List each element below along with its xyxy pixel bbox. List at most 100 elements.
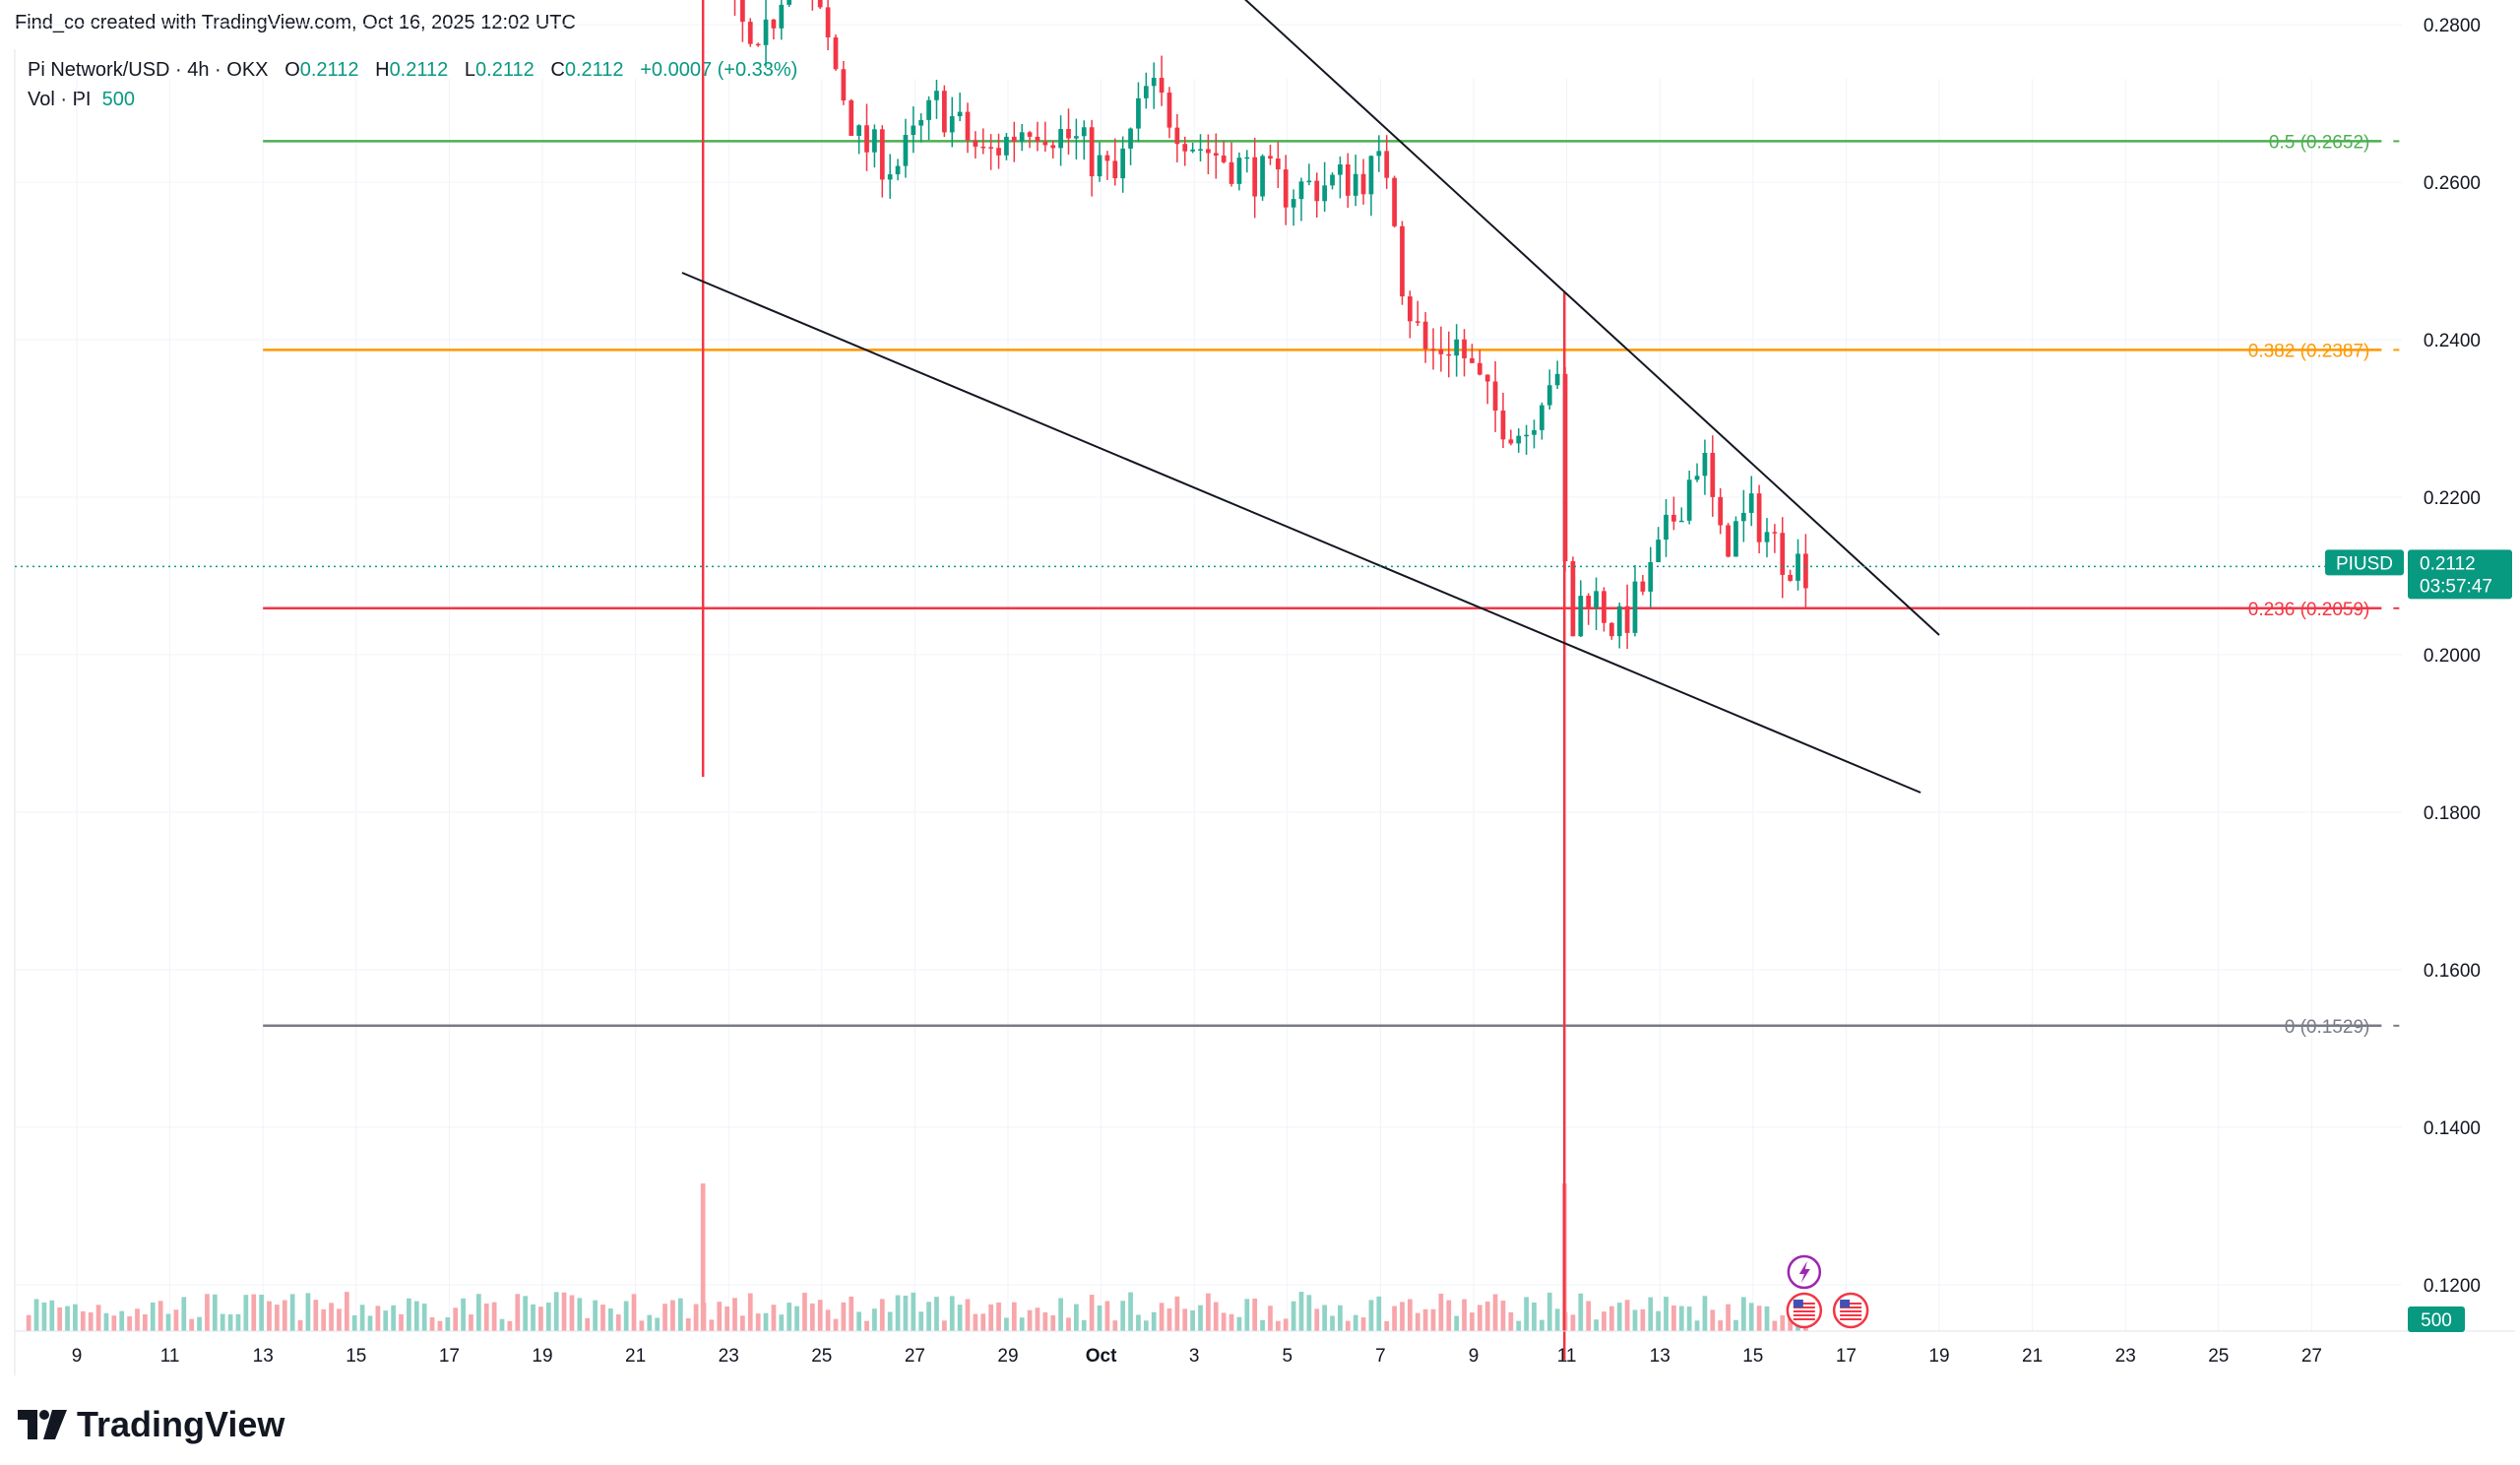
event-markers[interactable] <box>1786 1254 1869 1329</box>
volume-bar <box>1198 1305 1203 1331</box>
candle-body <box>957 111 963 117</box>
volume-bar <box>1554 1308 1560 1331</box>
volume-bar <box>251 1294 257 1331</box>
volume-bar <box>740 1315 745 1331</box>
trendlines[interactable] <box>681 0 1940 794</box>
x-tick-label: 13 <box>1650 1346 1670 1367</box>
candle-body <box>1726 525 1731 557</box>
candle-body <box>1407 296 1413 322</box>
price-chart[interactable]: 1 (0.3775)0.786 (0.3295)0.618 (0.2917)0.… <box>0 0 2520 1398</box>
candle-body <box>1686 479 1692 521</box>
candle-body <box>1616 605 1622 637</box>
volume-row[interactable]: Vol · PI 500 <box>28 85 797 114</box>
candle-body <box>787 0 792 5</box>
candle-body <box>1066 129 1071 139</box>
volume-bar <box>794 1306 799 1331</box>
volume-bar <box>608 1307 613 1331</box>
volume-bar <box>313 1300 319 1331</box>
candle-body <box>1182 144 1188 152</box>
candle-body <box>1484 374 1490 382</box>
volume-bar <box>220 1313 225 1331</box>
flag-stripe <box>1840 1318 1862 1320</box>
candle-body <box>1345 164 1351 196</box>
candle-body <box>1477 362 1482 375</box>
volume-bar <box>911 1292 916 1331</box>
candle-body <box>1586 596 1592 608</box>
fib-level-label: 0 (0.1529) <box>2285 1017 2370 1038</box>
volume-bar <box>1462 1299 1467 1331</box>
volume-bar <box>1616 1303 1622 1331</box>
y-tick-label: 0.2000 <box>2424 646 2481 667</box>
volume-bar <box>1400 1302 1405 1331</box>
candle-body <box>1803 553 1808 589</box>
volume-bar <box>1314 1308 1320 1331</box>
volume-bar <box>205 1294 210 1331</box>
candle-body <box>1733 521 1738 557</box>
volume-value: 500 <box>101 89 135 110</box>
volume-bar <box>1470 1312 1475 1331</box>
volume-bar <box>1500 1301 1506 1331</box>
volume-bar <box>779 1314 785 1331</box>
volume-bar <box>973 1313 978 1331</box>
volume-bar <box>639 1320 645 1331</box>
volume-bar <box>1159 1303 1165 1331</box>
volume-bar <box>1306 1295 1312 1331</box>
volume-bar <box>399 1313 404 1331</box>
volume-bar <box>817 1300 823 1331</box>
candle-body <box>1454 339 1460 356</box>
symbol-badge-label: PIUSD <box>2336 553 2393 574</box>
candle-body <box>879 129 885 180</box>
tradingview-wordmark: TradingView <box>77 1404 285 1444</box>
price-badge <box>2408 549 2512 600</box>
volume-bar <box>1097 1305 1102 1331</box>
volume-bar <box>732 1298 737 1331</box>
volume-bar <box>677 1298 683 1331</box>
volume-bar <box>189 1318 195 1331</box>
volume-bar <box>1376 1296 1382 1331</box>
flag-stripe <box>1793 1310 1815 1312</box>
trendline-upper <box>1244 0 1940 636</box>
candle-body <box>1470 357 1475 363</box>
volume-bar <box>1143 1320 1149 1331</box>
volume-bar <box>1546 1292 1552 1331</box>
candle-body <box>849 99 854 136</box>
candle-body <box>1368 156 1374 195</box>
candle-body <box>1602 591 1606 623</box>
candle-body <box>1384 151 1390 178</box>
candle-body <box>740 0 745 23</box>
y-tick-label: 0.2600 <box>2424 173 2481 194</box>
volume-bar <box>988 1304 994 1331</box>
candle-body <box>1228 161 1234 184</box>
volume-bar <box>1726 1304 1731 1331</box>
x-tick-label: 21 <box>2022 1346 2043 1367</box>
candle-body <box>1764 532 1770 542</box>
candle-body <box>1422 321 1428 350</box>
symbol-title[interactable]: Pi Network/USD · 4h · OKX <box>28 59 269 81</box>
candle-body <box>1213 153 1219 157</box>
volume-bar <box>491 1302 497 1331</box>
x-tick-label: 27 <box>905 1346 925 1367</box>
fibonacci-retracement[interactable]: 1 (0.3775)0.786 (0.3295)0.618 (0.2917)0.… <box>263 0 2400 1038</box>
y-tick-label: 0.2800 <box>2424 16 2481 36</box>
volume-bar <box>662 1304 667 1331</box>
volume-bar <box>1532 1302 1537 1331</box>
candles <box>701 0 1808 1360</box>
candle-body <box>1206 149 1211 154</box>
volume-bar <box>771 1305 777 1331</box>
volume-bar <box>344 1292 349 1331</box>
volume-bar <box>1648 1297 1654 1331</box>
flag-canton <box>1840 1300 1851 1307</box>
candle-body <box>1702 453 1708 477</box>
x-tick-label: 19 <box>532 1346 552 1367</box>
volume-bar <box>1182 1308 1188 1331</box>
volume-bar <box>65 1306 70 1331</box>
tradingview-logo[interactable]: TradingView <box>18 1404 284 1445</box>
ohlc-row[interactable]: Pi Network/USD · 4h · OKX O0.2112 H0.211… <box>28 55 797 85</box>
volume-bar <box>1128 1292 1133 1331</box>
volume-bar <box>1136 1314 1141 1331</box>
volume-bar <box>173 1309 179 1331</box>
candle-body <box>1540 405 1544 430</box>
candle-body <box>1400 225 1405 297</box>
volume-bar <box>321 1308 327 1331</box>
volume-bar <box>212 1294 218 1331</box>
